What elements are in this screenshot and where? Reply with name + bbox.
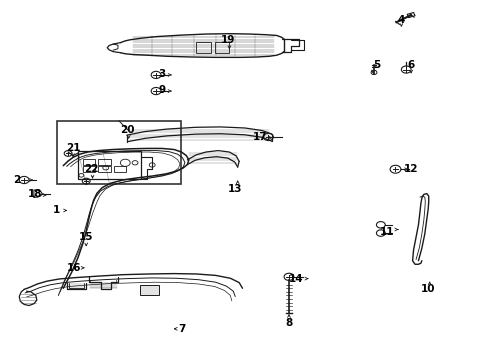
Bar [196, 42, 211, 53]
Bar [57, 121, 181, 184]
Text: 8: 8 [285, 319, 293, 328]
Text: 20: 20 [121, 125, 135, 135]
Bar [114, 166, 126, 172]
Text: 14: 14 [289, 274, 304, 284]
Text: 18: 18 [27, 189, 42, 199]
Bar [140, 285, 159, 296]
Text: 16: 16 [67, 263, 81, 273]
Text: 19: 19 [220, 35, 235, 45]
Bar [83, 159, 95, 165]
Text: 12: 12 [404, 164, 418, 174]
Text: 6: 6 [408, 60, 415, 70]
Bar [78, 150, 142, 179]
Text: 22: 22 [84, 164, 98, 174]
Bar [83, 166, 95, 172]
Text: 17: 17 [252, 132, 267, 142]
Bar [215, 42, 229, 53]
Text: 10: 10 [421, 284, 436, 294]
Text: 2: 2 [13, 175, 20, 185]
Text: 1: 1 [53, 206, 60, 216]
Text: 15: 15 [79, 232, 94, 242]
Text: 11: 11 [379, 227, 394, 237]
Text: 9: 9 [158, 85, 166, 95]
Text: 21: 21 [66, 143, 80, 153]
Text: 4: 4 [398, 15, 405, 26]
Bar [98, 159, 111, 165]
Text: 13: 13 [228, 184, 243, 194]
Text: 7: 7 [178, 324, 185, 334]
Bar [98, 166, 111, 172]
Text: 3: 3 [158, 69, 166, 79]
Text: 5: 5 [373, 60, 381, 70]
